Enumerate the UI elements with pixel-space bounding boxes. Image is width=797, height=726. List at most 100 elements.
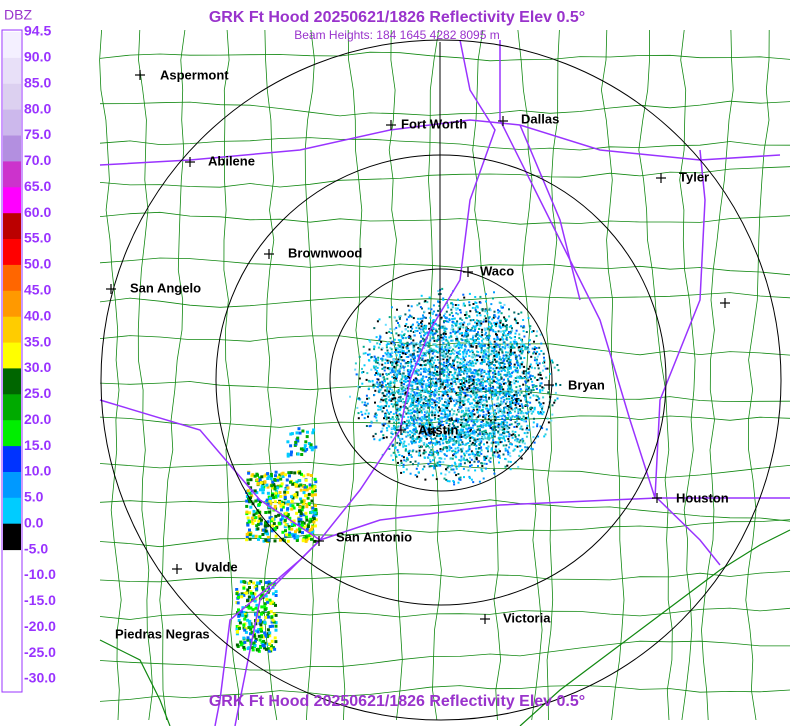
echo [489,309,492,312]
echo [469,379,472,382]
echo [499,364,502,367]
county-line [223,29,239,720]
echo [312,487,316,491]
echo [464,443,467,446]
echo [490,362,493,365]
echo [455,431,458,434]
echo [405,323,408,325]
echo [473,431,476,434]
echo [264,581,268,585]
echo [503,419,506,422]
echo [249,606,253,610]
echo [456,421,459,424]
echo [467,449,470,452]
echo [462,425,465,428]
echo [464,304,466,307]
echo [305,488,309,492]
echo [542,352,545,355]
echo [445,408,448,411]
echo [428,378,431,381]
echo [454,322,457,325]
echo [235,643,239,647]
echo [465,452,468,454]
echo [245,538,249,542]
echo [475,381,478,384]
echo [274,485,278,489]
echo [305,527,309,531]
echo [460,418,463,421]
echo [434,431,437,434]
echo [483,361,486,363]
echo [397,451,400,454]
echo [511,390,514,393]
echo [413,359,416,362]
echo [479,441,482,444]
echo [423,443,425,446]
echo [445,422,448,424]
echo [298,479,302,483]
echo [419,357,422,360]
echo [510,407,513,410]
echo [500,358,502,361]
echo [417,399,420,402]
echo [522,372,525,375]
echo [452,361,455,364]
echo [243,640,247,644]
echo [430,385,432,388]
echo [450,418,453,421]
echo [271,646,275,650]
echo [475,310,478,313]
echo [248,491,252,495]
echo [498,428,501,431]
echo [526,431,529,434]
echo [390,342,393,345]
echo [289,444,293,448]
echo [472,381,475,384]
county-line [99,571,791,583]
echo [467,469,470,472]
echo [447,398,450,401]
echo [361,382,364,385]
echo [455,392,458,395]
echo [445,391,448,394]
echo [417,423,420,426]
echo [471,319,474,322]
echo [418,327,421,330]
echo [497,361,500,364]
echo [493,380,496,383]
echo [464,377,467,380]
echo [526,367,528,370]
echo [377,383,380,386]
echo [461,334,464,337]
echo [374,401,376,404]
echo [453,372,456,375]
echo [377,359,380,362]
echo [264,529,268,533]
echo [497,372,500,375]
echo [372,435,375,438]
echo [470,405,473,408]
echo [469,344,472,347]
echo [533,367,536,370]
echo [418,397,421,400]
echo [529,325,532,328]
echo [450,328,453,331]
echo [431,414,434,417]
echo [396,409,399,412]
echo [525,417,527,420]
echo [409,472,412,475]
echo [428,327,431,330]
echo [489,426,492,429]
echo [423,334,426,337]
echo [490,450,493,453]
echo [514,434,516,437]
echo [482,438,485,441]
echo [480,426,483,429]
echo [509,391,512,394]
echo [471,306,474,309]
echo [251,594,255,598]
echo [246,478,250,482]
echo [498,386,501,389]
echo [302,499,306,503]
echo [266,613,270,617]
